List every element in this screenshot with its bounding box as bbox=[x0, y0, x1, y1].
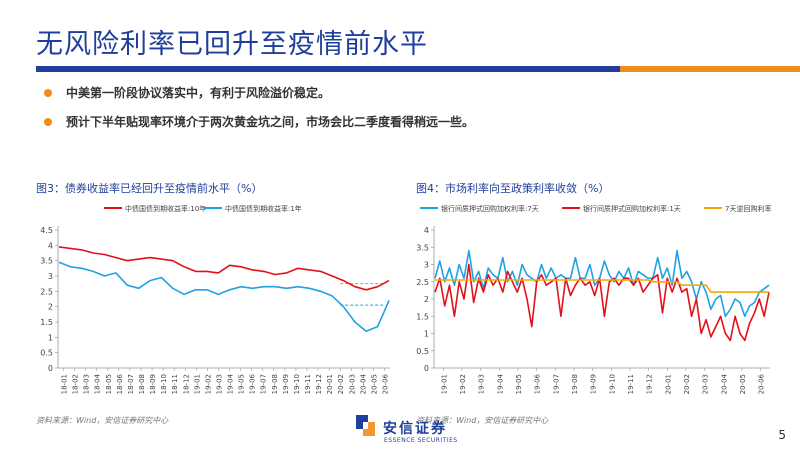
series-line bbox=[58, 261, 390, 332]
x-tick-label: 18-09 bbox=[149, 374, 157, 394]
y-tick-label: 0.5 bbox=[40, 349, 53, 358]
x-tick-label: 19-07 bbox=[260, 374, 268, 394]
x-tick-label: 18-04 bbox=[94, 373, 102, 394]
x-tick-label: 19-02 bbox=[459, 374, 467, 394]
x-tick-label: 19-05 bbox=[515, 374, 523, 394]
legend-label: 中债国债到期收益率:10年 bbox=[125, 204, 206, 213]
x-tick-label: 20-05 bbox=[739, 374, 747, 394]
source-note: 资料来源：Wind，安信证券研究中心 bbox=[36, 416, 169, 425]
x-tick-label: 18-05 bbox=[105, 374, 113, 394]
x-tick-label: 19-12 bbox=[315, 374, 323, 394]
x-tick-label: 19-01 bbox=[193, 374, 201, 394]
x-tick-label: 18-12 bbox=[182, 374, 190, 394]
x-tick-label: 19-02 bbox=[204, 374, 212, 394]
x-tick-label: 18-03 bbox=[83, 374, 91, 394]
x-tick-label: 19-08 bbox=[571, 374, 579, 394]
y-tick-label: 4 bbox=[48, 241, 53, 250]
x-tick-label: 19-08 bbox=[271, 374, 279, 394]
x-tick-label: 20-03 bbox=[702, 374, 710, 394]
bullet-dot bbox=[44, 88, 52, 97]
money-market-rate-chart: 银行间质押式回购加权利率:7天 银行间质押式回购加权利率:1天 7天逆回购利率 0 0.… bbox=[416, 200, 776, 410]
bullet-text: 中美第一阶段协议落实中，有利于风险溢价稳定。 bbox=[66, 86, 331, 100]
series-line bbox=[434, 249, 770, 318]
x-tick-label: 19-04 bbox=[227, 373, 235, 394]
legend-label: 7天逆回购利率 bbox=[725, 204, 771, 213]
x-tick-label: 20-01 bbox=[326, 374, 334, 394]
y-tick-label: 3.5 bbox=[40, 257, 53, 266]
x-tick-label: 20-03 bbox=[348, 374, 356, 394]
x-tick-label: 19-11 bbox=[304, 374, 312, 394]
x-tick-label: 19-06 bbox=[249, 373, 257, 394]
x-tick-label: 18-10 bbox=[160, 374, 168, 394]
source-note: 资料来源：Wind，安信证券研究中心 bbox=[416, 416, 549, 425]
x-tick-label: 20-06 bbox=[381, 373, 389, 394]
y-tick-label: 3 bbox=[48, 272, 53, 281]
bullet-item: 预计下半年贴现率环境介于两次黄金坑之间，市场会比二季度看得稍远一些。 bbox=[44, 113, 474, 130]
x-tick-label: 19-12 bbox=[646, 374, 654, 394]
bullet-item: 中美第一阶段协议落实中，有利于风险溢价稳定。 bbox=[44, 84, 330, 101]
x-tick-label: 20-02 bbox=[337, 374, 345, 394]
x-tick-label: 19-03 bbox=[215, 374, 223, 394]
y-tick-label: 3.5 bbox=[416, 243, 429, 252]
y-tick-label: 1.5 bbox=[416, 312, 429, 321]
x-tick-label: 19-04 bbox=[496, 373, 504, 394]
chart-caption-right: 图4：市场利率向至政策利率收敛（%） bbox=[416, 182, 610, 195]
x-tick-label: 18-11 bbox=[171, 374, 179, 394]
y-tick-label: 1 bbox=[48, 333, 53, 342]
x-tick-label: 19-10 bbox=[608, 374, 616, 394]
x-tick-label: 19-10 bbox=[293, 374, 301, 394]
title-underline-orange bbox=[620, 66, 800, 72]
chart-caption-left: 图3：债券收益率已经回升至疫情前水平（%） bbox=[36, 182, 263, 195]
x-tick-label: 19-06 bbox=[534, 373, 542, 394]
x-tick-label: 20-06 bbox=[758, 373, 766, 394]
y-tick-label: 4.5 bbox=[40, 226, 53, 235]
x-tick-label: 19-09 bbox=[590, 374, 598, 394]
x-tick-label: 18-01 bbox=[61, 374, 69, 394]
x-tick-label: 18-08 bbox=[138, 374, 146, 394]
bullet-dot bbox=[44, 117, 52, 126]
x-tick-label: 19-07 bbox=[552, 374, 560, 394]
company-logo-icon bbox=[356, 415, 375, 436]
x-tick-label: 20-02 bbox=[683, 374, 691, 394]
y-tick-label: 1.5 bbox=[40, 318, 53, 327]
y-tick-label: 0 bbox=[424, 364, 429, 373]
y-tick-label: 2.5 bbox=[416, 278, 429, 287]
y-tick-label: 0.5 bbox=[416, 347, 429, 356]
series-line bbox=[434, 263, 770, 342]
y-tick-label: 2 bbox=[424, 295, 429, 304]
x-tick-label: 19-09 bbox=[282, 374, 290, 394]
x-tick-label: 19-05 bbox=[238, 374, 246, 394]
y-tick-label: 3 bbox=[424, 261, 429, 270]
company-name: 安信证券 bbox=[383, 421, 447, 437]
legend-label: 银行间质押式回购加权利率:7天 bbox=[441, 204, 539, 213]
legend-label: 银行间质押式回购加权利率:1天 bbox=[583, 204, 681, 213]
page-number: 5 bbox=[778, 428, 786, 442]
bond-yield-chart: 中债国债到期收益率:10年 中债国债到期收益率:1年 0 0.5 1 1.5 2 2.5 3 3.… bbox=[36, 200, 396, 410]
x-tick-label: 20-01 bbox=[664, 374, 672, 394]
page-title: 无风险利率已回升至疫情前水平 bbox=[36, 29, 428, 60]
legend-label: 中债国债到期收益率:1年 bbox=[225, 204, 302, 213]
x-tick-label: 20-05 bbox=[370, 374, 378, 394]
series-line bbox=[435, 279, 769, 293]
y-tick-label: 2 bbox=[48, 303, 53, 312]
x-tick-label: 19-11 bbox=[627, 374, 635, 394]
x-tick-label: 18-02 bbox=[72, 374, 80, 394]
x-tick-label: 19-01 bbox=[440, 374, 448, 394]
y-tick-label: 1 bbox=[424, 330, 429, 339]
x-tick-label: 19-03 bbox=[478, 374, 486, 394]
y-tick-label: 4 bbox=[424, 226, 429, 235]
series-line bbox=[58, 246, 390, 291]
y-tick-label: 0 bbox=[48, 364, 53, 373]
x-tick-label: 18-07 bbox=[127, 374, 135, 394]
bullet-text: 预计下半年贴现率环境介于两次黄金坑之间，市场会比二季度看得稍远一些。 bbox=[66, 115, 475, 129]
x-tick-label: 20-04 bbox=[720, 373, 728, 394]
y-tick-label: 2.5 bbox=[40, 287, 53, 296]
x-tick-label: 20-04 bbox=[359, 373, 367, 394]
title-underline-navy bbox=[36, 66, 620, 72]
x-tick-label: 18-06 bbox=[116, 373, 124, 394]
company-name-en: ESSENCE SECURITIES bbox=[384, 437, 458, 444]
